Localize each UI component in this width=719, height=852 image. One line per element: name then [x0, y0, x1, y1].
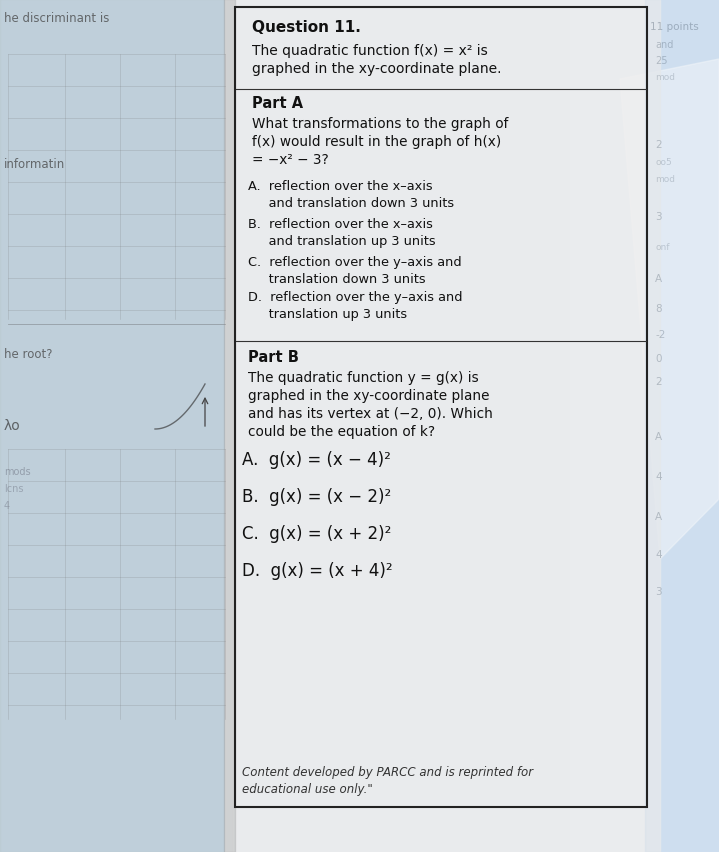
Text: and translation down 3 units: and translation down 3 units [248, 197, 454, 210]
Text: Part A: Part A [252, 96, 303, 111]
Text: oo5: oo5 [655, 158, 672, 167]
Bar [0, 0, 232, 852]
Text: educational use only.": educational use only." [242, 782, 372, 795]
Text: A: A [655, 431, 662, 441]
Polygon shape [570, 0, 719, 852]
Text: mod: mod [655, 73, 675, 82]
Text: 4: 4 [655, 550, 661, 560]
Polygon shape [620, 60, 719, 560]
Text: graphed in the xy-coordinate plane.: graphed in the xy-coordinate plane. [252, 62, 501, 76]
Text: mod: mod [655, 175, 675, 184]
Text: 3: 3 [655, 586, 661, 596]
Bar [235, 8, 647, 807]
Text: λo: λo [4, 418, 21, 433]
Text: A.  g(x) = (x − 4)²: A. g(x) = (x − 4)² [242, 451, 391, 469]
Text: What transformations to the graph of: What transformations to the graph of [252, 117, 508, 131]
Text: and translation up 3 units: and translation up 3 units [248, 234, 436, 248]
Bar [225, 0, 660, 852]
Text: A.  reflection over the x–axis: A. reflection over the x–axis [248, 180, 433, 193]
Text: lcns: lcns [4, 483, 24, 493]
Text: translation down 3 units: translation down 3 units [248, 273, 426, 285]
Text: translation up 3 units: translation up 3 units [248, 308, 407, 320]
Text: he root?: he root? [4, 348, 52, 360]
Text: and: and [655, 40, 674, 50]
Text: mods: mods [4, 466, 31, 476]
Text: 2: 2 [655, 377, 661, 387]
Text: D.  reflection over the y–axis and: D. reflection over the y–axis and [248, 291, 462, 303]
Bar [224, 0, 235, 852]
Text: 3: 3 [655, 212, 661, 222]
Text: = −x² − 3?: = −x² − 3? [252, 153, 329, 167]
Text: C.  g(x) = (x + 2)²: C. g(x) = (x + 2)² [242, 524, 391, 543]
Text: onf: onf [655, 243, 669, 251]
Text: and has its vertex at (−2, 0). Which: and has its vertex at (−2, 0). Which [248, 406, 493, 421]
Text: Part B: Part B [248, 349, 299, 365]
Text: Question 11.: Question 11. [252, 20, 361, 35]
Text: 4: 4 [4, 500, 10, 510]
Text: A: A [655, 511, 662, 521]
Text: C.  reflection over the y–axis and: C. reflection over the y–axis and [248, 256, 462, 268]
Text: f(x) would result in the graph of h(x): f(x) would result in the graph of h(x) [252, 135, 501, 149]
Text: The quadratic function f(x) = x² is: The quadratic function f(x) = x² is [252, 44, 487, 58]
Text: 4: 4 [655, 471, 661, 481]
Text: he discriminant is: he discriminant is [4, 12, 109, 25]
Text: A: A [655, 273, 662, 284]
Text: could be the equation of k?: could be the equation of k? [248, 424, 435, 439]
Text: graphed in the xy-coordinate plane: graphed in the xy-coordinate plane [248, 389, 490, 402]
Text: D.  g(x) = (x + 4)²: D. g(x) = (x + 4)² [242, 561, 393, 579]
Text: Content developed by PARCC and is reprinted for: Content developed by PARCC and is reprin… [242, 765, 533, 778]
Text: 0: 0 [655, 354, 661, 364]
Text: 25: 25 [655, 56, 667, 66]
Text: 2: 2 [655, 140, 661, 150]
Text: 8: 8 [655, 303, 661, 314]
Text: 11 points: 11 points [650, 22, 699, 32]
Text: -2: -2 [655, 330, 665, 340]
Bar [645, 0, 719, 852]
Text: informatin: informatin [4, 158, 65, 170]
Text: The quadratic function y = g(x) is: The quadratic function y = g(x) is [248, 371, 479, 384]
Text: B.  g(x) = (x − 2)²: B. g(x) = (x − 2)² [242, 487, 391, 505]
Text: B.  reflection over the x–axis: B. reflection over the x–axis [248, 218, 433, 231]
